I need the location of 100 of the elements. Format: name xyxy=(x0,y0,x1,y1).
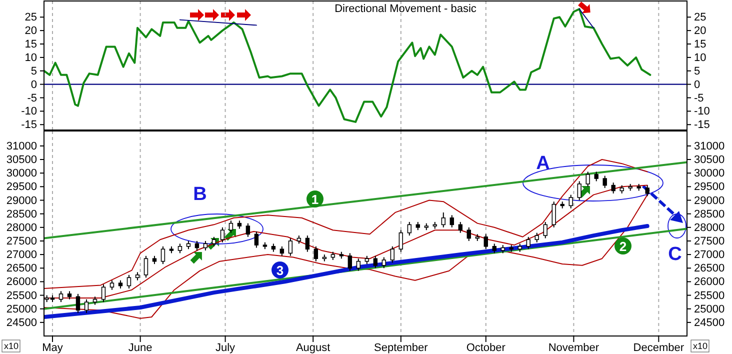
y2-tick-label: -15 xyxy=(694,119,710,132)
annotation: B xyxy=(193,184,207,205)
candlestick xyxy=(314,246,318,262)
candlestick xyxy=(594,171,598,182)
y-tick-label: 0 xyxy=(30,78,37,91)
candlestick xyxy=(450,214,454,228)
x-tick-label: October xyxy=(466,342,506,354)
y2-tick-label: 27500 xyxy=(694,235,725,248)
candlestick xyxy=(254,230,259,248)
annotation: 2 xyxy=(619,239,627,254)
y2-tick-label: 28500 xyxy=(694,208,725,220)
y-tick-label: 20 xyxy=(24,25,37,38)
candlestick xyxy=(645,184,650,197)
y-tick-label: 28500 xyxy=(6,208,37,220)
candlestick xyxy=(534,232,539,243)
annotation: C xyxy=(668,244,682,265)
y2-tick-label: -5 xyxy=(694,92,704,104)
line-series xyxy=(44,224,650,319)
y-tick-label: 29000 xyxy=(6,194,37,207)
candlestick xyxy=(84,298,89,314)
text: x10 xyxy=(4,341,19,351)
candlestick xyxy=(160,246,166,265)
y-tick-label: 27500 xyxy=(6,235,37,248)
candlestick xyxy=(126,274,132,289)
y-tick-label: 30000 xyxy=(6,168,37,180)
candlestick xyxy=(390,246,395,264)
candlestick xyxy=(458,221,462,234)
candlestick xyxy=(611,182,616,194)
x-tick-label: July xyxy=(216,342,236,354)
candlestick xyxy=(602,175,607,189)
y-tick-label: 15 xyxy=(24,38,37,51)
y-tick-label: 5 xyxy=(30,65,37,78)
y-tick-label: -15 xyxy=(21,119,37,132)
y2-tick-label: 15 xyxy=(694,38,706,51)
y-tick-label: -10 xyxy=(21,106,37,118)
candlestick xyxy=(484,234,488,250)
candlestick xyxy=(203,240,208,251)
annotation: 3 xyxy=(276,263,284,278)
y2-tick-label: -10 xyxy=(694,106,710,118)
candlestick xyxy=(568,194,573,209)
y2-tick-label: 25500 xyxy=(694,290,725,302)
candlestick xyxy=(76,293,80,314)
candlestick xyxy=(407,221,412,236)
candlestick xyxy=(212,236,216,247)
x-tick-label: November xyxy=(548,342,600,354)
candlestick xyxy=(586,171,590,188)
candlestick xyxy=(144,255,148,278)
candlestick xyxy=(466,226,471,242)
y2-tick-label: 27000 xyxy=(694,249,725,262)
y2-tick-label: 28000 xyxy=(694,222,725,234)
y2-tick-label: 30000 xyxy=(694,168,725,180)
candlestick xyxy=(305,235,310,252)
candlestick xyxy=(110,280,114,290)
y2-tick-label: 26500 xyxy=(694,262,725,275)
x-tick-label: September xyxy=(374,342,428,354)
y-tick-label: 26500 xyxy=(6,262,37,275)
candlestick xyxy=(101,284,106,303)
y2-tick-label: 20 xyxy=(694,25,706,38)
y-tick-label: -5 xyxy=(27,92,37,104)
text: x10 xyxy=(693,341,708,351)
candlestick xyxy=(246,222,250,238)
x-tick-label: August xyxy=(296,342,330,354)
candlestick xyxy=(348,252,352,272)
candlestick xyxy=(194,240,200,251)
candlestick xyxy=(492,243,496,254)
y-tick-label: 25 xyxy=(24,12,37,24)
x-tick-label: May xyxy=(42,342,64,354)
y-tick-label: 25500 xyxy=(6,290,37,302)
y2-tick-label: 29000 xyxy=(694,194,725,207)
y2-tick-label: 24500 xyxy=(694,316,725,329)
y2-tick-label: 0 xyxy=(694,78,700,91)
y-tick-label: 26000 xyxy=(6,276,37,288)
y2-tick-label: 25 xyxy=(694,12,706,24)
y2-tick-label: 10 xyxy=(694,52,706,64)
y-tick-label: 31000 xyxy=(6,140,37,152)
candlestick xyxy=(441,212,446,228)
y2-tick-label: 26000 xyxy=(694,276,725,288)
y-tick-label: 30500 xyxy=(6,154,37,166)
x-tick-label: June xyxy=(128,342,152,354)
candlestick xyxy=(228,220,234,234)
candlestick xyxy=(382,256,386,269)
candlestick xyxy=(526,236,530,250)
x-tick-label: December xyxy=(633,342,684,354)
candlestick xyxy=(288,238,293,256)
y-tick-label: 24500 xyxy=(6,316,37,329)
candlestick xyxy=(543,221,548,239)
y-tick-label: 27000 xyxy=(6,249,37,262)
candlestick xyxy=(373,255,378,269)
y2-tick-label: 5 xyxy=(694,65,700,78)
candlestick xyxy=(398,230,404,252)
candlestick xyxy=(552,201,556,228)
annotation: A xyxy=(536,153,550,174)
y-tick-label: 28000 xyxy=(6,222,37,234)
y2-tick-label: 25000 xyxy=(694,303,725,316)
y-tick-label: 29500 xyxy=(6,181,37,194)
chart-title: Directional Movement - basic xyxy=(334,3,477,15)
y2-tick-label: 29500 xyxy=(694,181,725,194)
candlestick xyxy=(356,258,361,272)
y2-tick-label: 31000 xyxy=(694,140,725,152)
candlestick xyxy=(220,226,225,243)
